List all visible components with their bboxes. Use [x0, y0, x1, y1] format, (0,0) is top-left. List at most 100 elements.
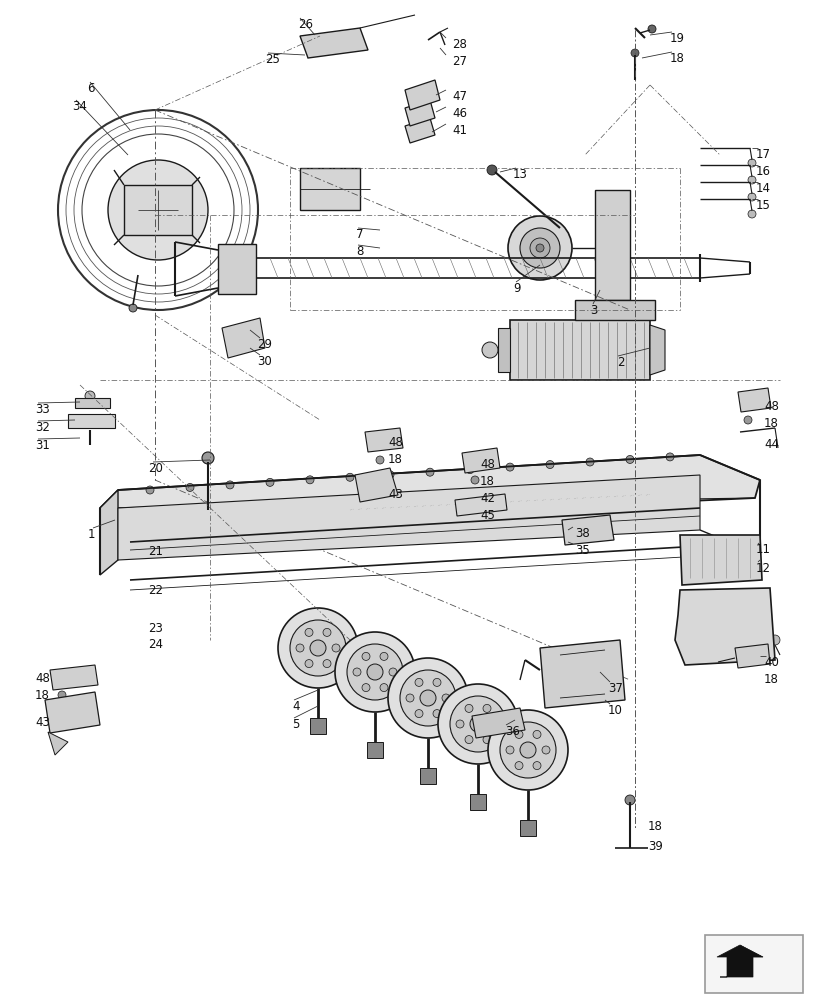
Circle shape [529, 238, 550, 258]
Circle shape [437, 684, 518, 764]
Circle shape [379, 652, 387, 660]
Circle shape [346, 644, 402, 700]
Text: 39: 39 [647, 840, 662, 853]
Polygon shape [716, 945, 762, 977]
Circle shape [414, 710, 423, 718]
Text: 10: 10 [607, 704, 622, 717]
Polygon shape [68, 414, 115, 428]
Polygon shape [100, 490, 118, 575]
Circle shape [414, 678, 423, 686]
Circle shape [576, 519, 583, 526]
Circle shape [514, 762, 523, 770]
Circle shape [476, 516, 483, 523]
Text: 37: 37 [607, 682, 622, 695]
Text: 46: 46 [451, 107, 467, 120]
Circle shape [486, 165, 496, 175]
Circle shape [388, 668, 396, 676]
Circle shape [526, 518, 533, 525]
Circle shape [464, 736, 473, 744]
Circle shape [747, 176, 755, 184]
Polygon shape [124, 185, 192, 235]
Text: 25: 25 [265, 53, 279, 66]
Circle shape [341, 176, 349, 184]
Circle shape [326, 512, 333, 519]
Polygon shape [419, 768, 436, 784]
Polygon shape [519, 820, 536, 836]
Circle shape [441, 694, 450, 702]
Text: 21: 21 [147, 545, 163, 558]
Polygon shape [455, 494, 506, 516]
Circle shape [310, 640, 326, 656]
Text: 13: 13 [513, 168, 527, 181]
Circle shape [487, 710, 568, 790]
Circle shape [146, 486, 154, 494]
Circle shape [631, 49, 638, 57]
Circle shape [624, 795, 634, 805]
Text: 48: 48 [763, 400, 778, 413]
Text: 1: 1 [88, 528, 95, 541]
Bar [704, 935, 802, 993]
Polygon shape [739, 945, 762, 957]
Circle shape [58, 691, 66, 699]
Text: 11: 11 [755, 543, 770, 556]
Text: 18: 18 [35, 689, 50, 702]
Polygon shape [50, 665, 98, 690]
Circle shape [265, 478, 274, 486]
Text: 31: 31 [35, 439, 50, 452]
Text: 48: 48 [479, 458, 495, 471]
Circle shape [233, 334, 246, 346]
Polygon shape [497, 328, 509, 372]
Circle shape [108, 160, 208, 260]
Polygon shape [509, 320, 649, 380]
Circle shape [739, 551, 749, 561]
Text: 35: 35 [574, 544, 589, 557]
Circle shape [405, 694, 414, 702]
Circle shape [505, 746, 514, 754]
Text: 42: 42 [479, 492, 495, 505]
Circle shape [482, 704, 491, 712]
Text: 22: 22 [147, 584, 163, 597]
Polygon shape [355, 468, 397, 502]
Polygon shape [48, 732, 68, 755]
Polygon shape [405, 80, 440, 110]
Circle shape [201, 452, 214, 464]
Circle shape [532, 730, 541, 738]
Circle shape [514, 730, 523, 738]
Polygon shape [405, 100, 434, 126]
Polygon shape [310, 718, 326, 734]
Circle shape [465, 466, 473, 474]
Text: 34: 34 [72, 100, 87, 113]
Text: 17: 17 [755, 148, 770, 161]
Circle shape [379, 684, 387, 692]
Circle shape [486, 488, 493, 496]
Circle shape [305, 476, 314, 484]
Circle shape [743, 416, 751, 424]
Circle shape [387, 658, 468, 738]
Circle shape [310, 194, 319, 202]
Polygon shape [734, 644, 769, 668]
Circle shape [361, 652, 369, 660]
Text: 29: 29 [256, 338, 272, 351]
Circle shape [376, 514, 383, 521]
Circle shape [335, 632, 414, 712]
Text: 26: 26 [297, 18, 313, 31]
Polygon shape [595, 190, 629, 300]
Circle shape [323, 660, 331, 668]
Text: 41: 41 [451, 124, 467, 137]
Text: 24: 24 [147, 638, 163, 651]
Polygon shape [649, 325, 664, 375]
Text: 18: 18 [669, 52, 684, 65]
Polygon shape [461, 448, 500, 473]
Text: 18: 18 [387, 453, 402, 466]
Circle shape [482, 342, 497, 358]
Circle shape [747, 193, 755, 201]
Circle shape [419, 690, 436, 706]
Circle shape [505, 463, 514, 471]
Polygon shape [45, 692, 100, 733]
Circle shape [310, 176, 319, 184]
Text: 19: 19 [669, 32, 684, 45]
Circle shape [545, 461, 554, 469]
Circle shape [464, 704, 473, 712]
Text: 43: 43 [35, 716, 50, 729]
Circle shape [581, 306, 588, 314]
